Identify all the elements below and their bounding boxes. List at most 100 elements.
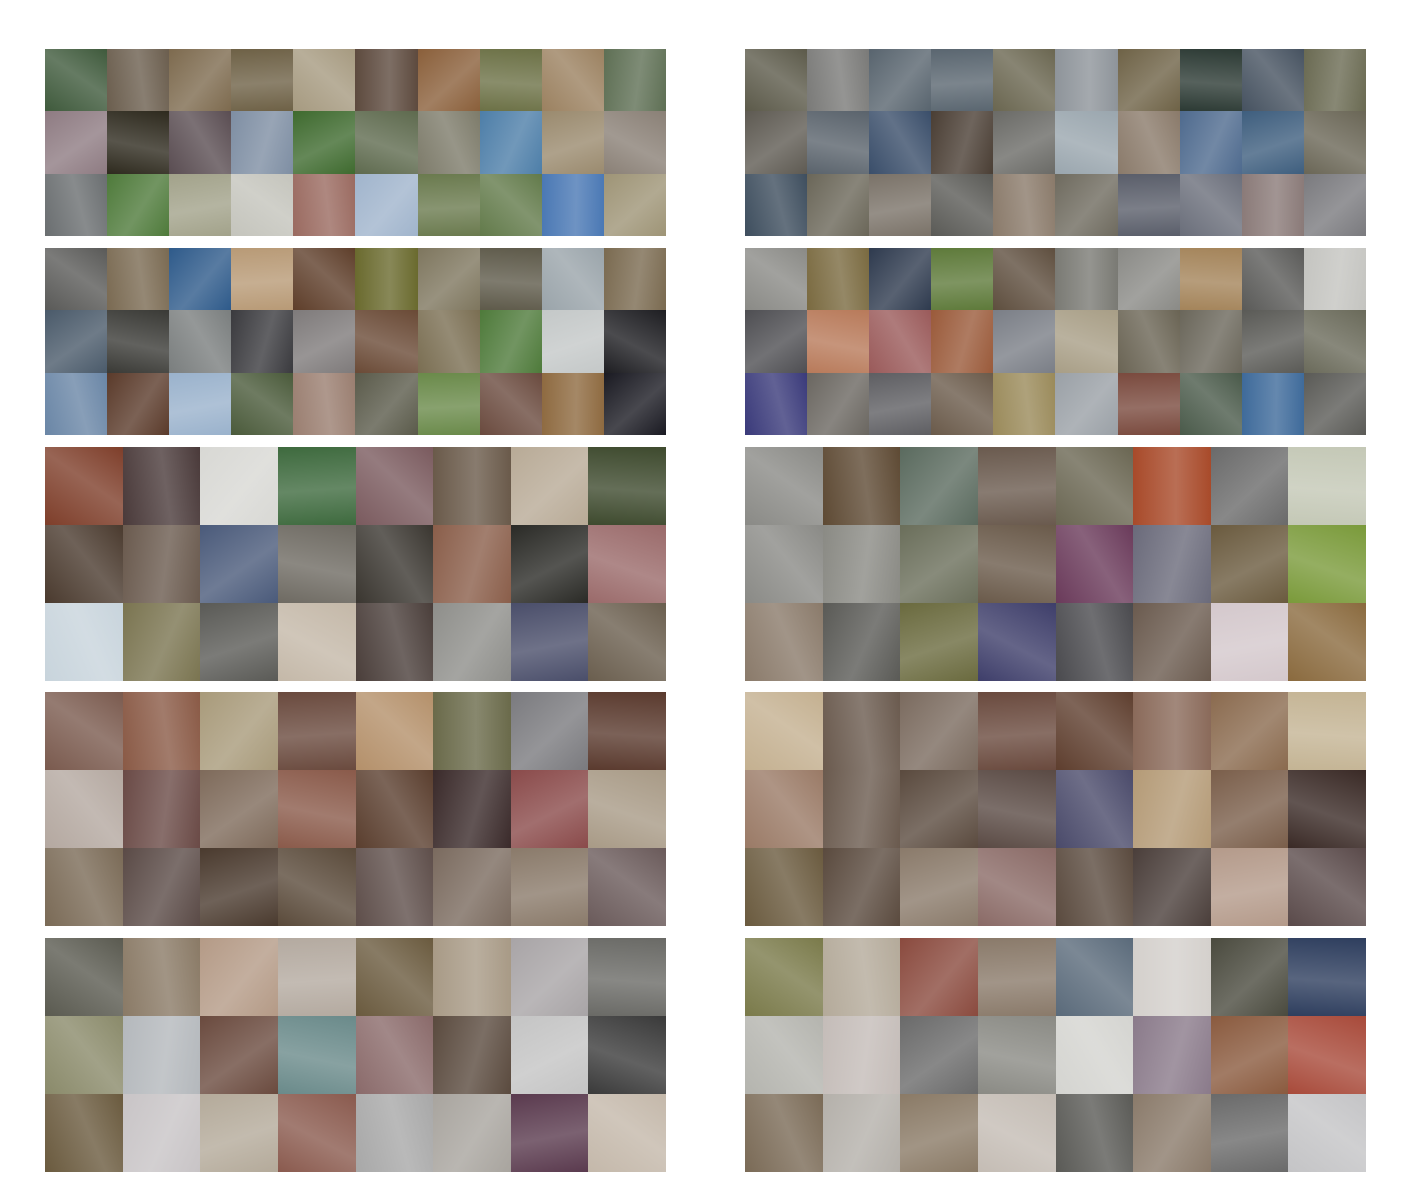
sample-image-tile: [977, 1016, 1056, 1094]
sample-image-tile: [277, 848, 356, 926]
sample-image-tile: [45, 173, 108, 236]
real-samples-grid-celeba: [45, 692, 666, 926]
sample-image-tile: [745, 525, 823, 603]
sample-image-tile: [822, 525, 901, 603]
sample-image-tile: [541, 372, 604, 435]
sample-image-tile: [869, 248, 932, 311]
sample-image-tile: [1241, 111, 1304, 174]
sample-image-tile: [977, 692, 1056, 770]
sample-image-tile: [1179, 173, 1242, 236]
sample-image-tile: [1055, 603, 1134, 681]
generated-samples-grid-lsun-bedroom: [745, 938, 1366, 1172]
sample-image-tile: [293, 372, 356, 435]
sample-image-tile: [745, 111, 808, 174]
sample-image-tile: [1117, 49, 1180, 112]
sample-image-tile: [807, 372, 870, 435]
sample-image-tile: [1210, 938, 1289, 1016]
sample-image-tile: [1288, 770, 1366, 848]
sample-image-tile: [1117, 111, 1180, 174]
sample-image-tile: [1133, 692, 1211, 770]
sample-image-tile: [433, 938, 511, 1016]
sample-image-tile: [869, 310, 932, 373]
sample-image-tile: [355, 248, 418, 311]
sample-image-tile: [107, 111, 170, 174]
sample-image-tile: [231, 173, 294, 236]
sample-image-tile: [45, 848, 123, 926]
real-samples-grid-imagenet64: [45, 447, 666, 681]
sample-image-tile: [1179, 49, 1242, 112]
sample-image-tile: [479, 310, 542, 373]
sample-image-tile: [1210, 770, 1289, 848]
sample-image-tile: [510, 1016, 589, 1094]
sample-image-tile: [1117, 310, 1180, 373]
sample-image-tile: [231, 111, 294, 174]
sample-image-tile: [603, 111, 666, 174]
sample-image-tile: [977, 603, 1056, 681]
sample-image-tile: [588, 1016, 666, 1094]
sample-image-tile: [1288, 848, 1366, 926]
sample-image-tile: [122, 447, 201, 525]
sample-image-tile: [931, 111, 994, 174]
sample-image-tile: [479, 248, 542, 311]
sample-image-tile: [277, 525, 356, 603]
sample-image-tile: [745, 173, 808, 236]
sample-image-tile: [277, 1094, 356, 1172]
sample-image-tile: [807, 310, 870, 373]
sample-image-tile: [745, 770, 823, 848]
sample-image-tile: [355, 770, 434, 848]
sample-image-tile: [169, 111, 232, 174]
generated-samples-grid-celeba: [745, 692, 1366, 926]
sample-image-tile: [1303, 310, 1366, 373]
sample-image-tile: [1055, 938, 1134, 1016]
sample-image-tile: [1241, 49, 1304, 112]
sample-image-tile: [122, 1016, 201, 1094]
sample-image-tile: [1210, 692, 1289, 770]
sample-image-tile: [931, 372, 994, 435]
sample-image-tile: [45, 938, 123, 1016]
sample-image-tile: [479, 49, 542, 112]
sample-image-tile: [541, 111, 604, 174]
sample-image-tile: [107, 49, 170, 112]
sample-image-tile: [277, 938, 356, 1016]
sample-image-tile: [900, 692, 978, 770]
sample-image-tile: [1133, 1094, 1211, 1172]
sample-image-tile: [588, 770, 666, 848]
sample-image-tile: [231, 248, 294, 311]
sample-image-tile: [1288, 525, 1366, 603]
sample-image-tile: [1133, 848, 1211, 926]
sample-image-tile: [977, 938, 1056, 1016]
sample-image-tile: [293, 173, 356, 236]
sample-image-tile: [931, 49, 994, 112]
sample-image-tile: [1055, 447, 1134, 525]
sample-image-tile: [277, 447, 356, 525]
sample-image-tile: [433, 1094, 511, 1172]
sample-image-tile: [169, 372, 232, 435]
sample-image-tile: [1133, 447, 1211, 525]
sample-image-tile: [745, 848, 823, 926]
sample-image-tile: [45, 447, 123, 525]
sample-image-tile: [869, 111, 932, 174]
sample-image-tile: [900, 1094, 978, 1172]
sample-image-tile: [588, 938, 666, 1016]
sample-image-tile: [977, 447, 1056, 525]
sample-image-tile: [277, 1016, 356, 1094]
sample-image-tile: [900, 770, 978, 848]
sample-image-tile: [993, 248, 1056, 311]
sample-image-tile: [993, 111, 1056, 174]
sample-image-tile: [1117, 173, 1180, 236]
sample-image-tile: [45, 248, 108, 311]
sample-image-tile: [745, 938, 823, 1016]
sample-image-tile: [433, 692, 511, 770]
sample-image-tile: [1133, 525, 1211, 603]
sample-image-tile: [1179, 111, 1242, 174]
sample-image-tile: [1133, 770, 1211, 848]
sample-image-tile: [1241, 173, 1304, 236]
sample-image-tile: [588, 603, 666, 681]
sample-image-tile: [1210, 525, 1289, 603]
sample-image-tile: [807, 111, 870, 174]
sample-image-tile: [45, 1094, 123, 1172]
sample-image-tile: [122, 692, 201, 770]
sample-image-tile: [1117, 248, 1180, 311]
sample-image-tile: [293, 310, 356, 373]
sample-image-tile: [900, 447, 978, 525]
